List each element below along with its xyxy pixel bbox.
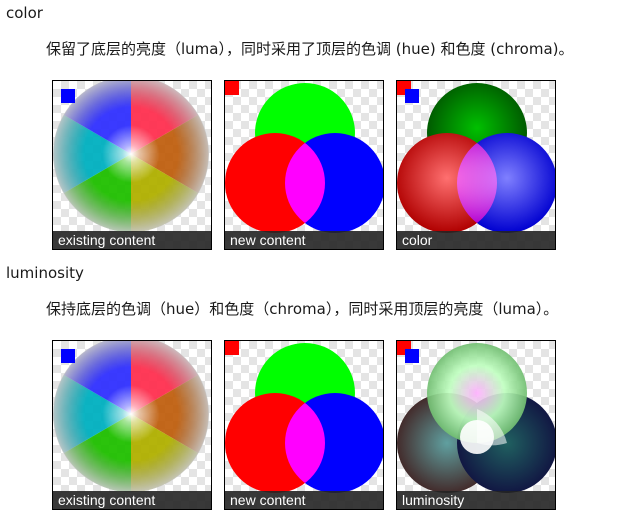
figure-caption: color [397,231,555,249]
figure-existing-content: existing content [52,340,212,510]
red-square-marker [225,81,239,95]
red-square-marker [225,341,239,355]
figure-caption: new content [225,491,383,509]
color-wheel-image [53,341,209,492]
figure-new-content: new content [224,340,384,510]
figure-luminosity-result: luminosity [396,340,556,510]
section-heading-color: color [6,4,43,22]
figure-color-result: color [396,80,556,250]
rgb-circles-image [225,341,383,493]
luminosity-blend-result-image [397,341,555,493]
figure-caption: existing content [53,491,211,509]
color-wheel-image [53,81,209,232]
section-description-luminosity: 保持底层的色调（hue）和色度（chroma），同时采用顶层的亮度（luma）。 [46,300,559,318]
figure-caption: new content [225,231,383,249]
blue-square-marker [61,349,75,363]
figure-caption: luminosity [397,491,555,509]
rgb-circles-image [225,81,383,233]
color-blend-result-image [397,81,555,233]
figure-caption: existing content [53,231,211,249]
section-description-color: 保留了底层的亮度（luma），同时采用了顶层的色调 (hue) 和色度 (chr… [46,40,574,58]
figure-existing-content: existing content [52,80,212,250]
blue-square-marker [61,89,75,103]
figure-new-content: new content [224,80,384,250]
section-heading-luminosity: luminosity [6,264,84,282]
